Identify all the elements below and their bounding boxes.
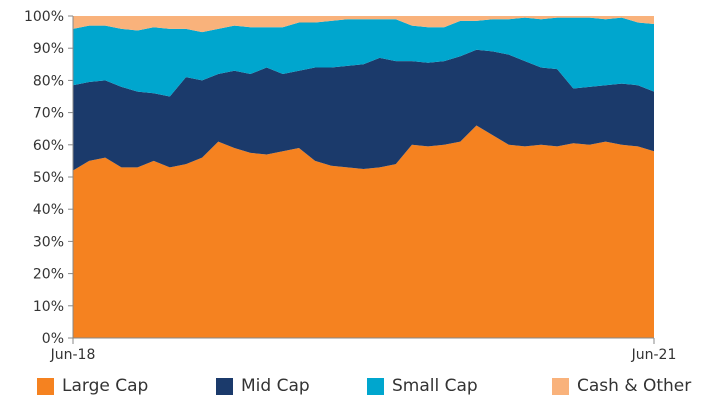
y-tick-label: 30% <box>33 234 64 250</box>
y-tick-label: 10% <box>33 299 64 315</box>
x-axis-tick-labels: Jun-18 Jun-21 <box>50 347 677 363</box>
y-tick-label: 70% <box>33 106 64 122</box>
legend: Large Cap Mid Cap Small Cap Cash & Other <box>0 372 705 400</box>
legend-label: Mid Cap <box>241 376 310 396</box>
area-layer <box>73 16 654 338</box>
axes-layer <box>68 15 655 344</box>
y-tick-label: 60% <box>33 138 64 154</box>
y-tick-label: 90% <box>33 41 64 57</box>
area-series-cash-other <box>73 16 654 33</box>
legend-label: Large Cap <box>62 376 149 396</box>
legend-label: Cash & Other <box>577 376 692 396</box>
x-tick-label: Jun-21 <box>631 347 677 363</box>
y-tick-label: 20% <box>33 267 64 283</box>
y-tick-label: 100% <box>24 9 64 25</box>
legend-swatch <box>37 377 54 395</box>
y-tick-label: 80% <box>33 73 64 89</box>
legend-swatch <box>216 377 233 395</box>
x-tick-label: Jun-18 <box>50 347 96 363</box>
legend-item: Small Cap <box>367 372 478 400</box>
y-tick-label: 50% <box>33 170 64 186</box>
area-series-mid-cap <box>73 49 654 171</box>
y-tick-label: 40% <box>33 202 64 218</box>
y-tick-label: 0% <box>42 331 64 347</box>
area-series-small-cap <box>73 17 654 97</box>
legend-item: Large Cap <box>37 372 148 400</box>
area-series-large-cap <box>73 125 654 338</box>
legend-item: Mid Cap <box>216 372 310 400</box>
y-axis-tick-labels: 0% 10% 20% 30% 40% 50% 60% 70% 80% 90% 100% <box>24 9 64 347</box>
legend-swatch <box>367 377 384 395</box>
legend-item: Cash & Other <box>552 372 691 400</box>
legend-label: Small Cap <box>392 376 478 396</box>
legend-swatch <box>552 377 569 395</box>
